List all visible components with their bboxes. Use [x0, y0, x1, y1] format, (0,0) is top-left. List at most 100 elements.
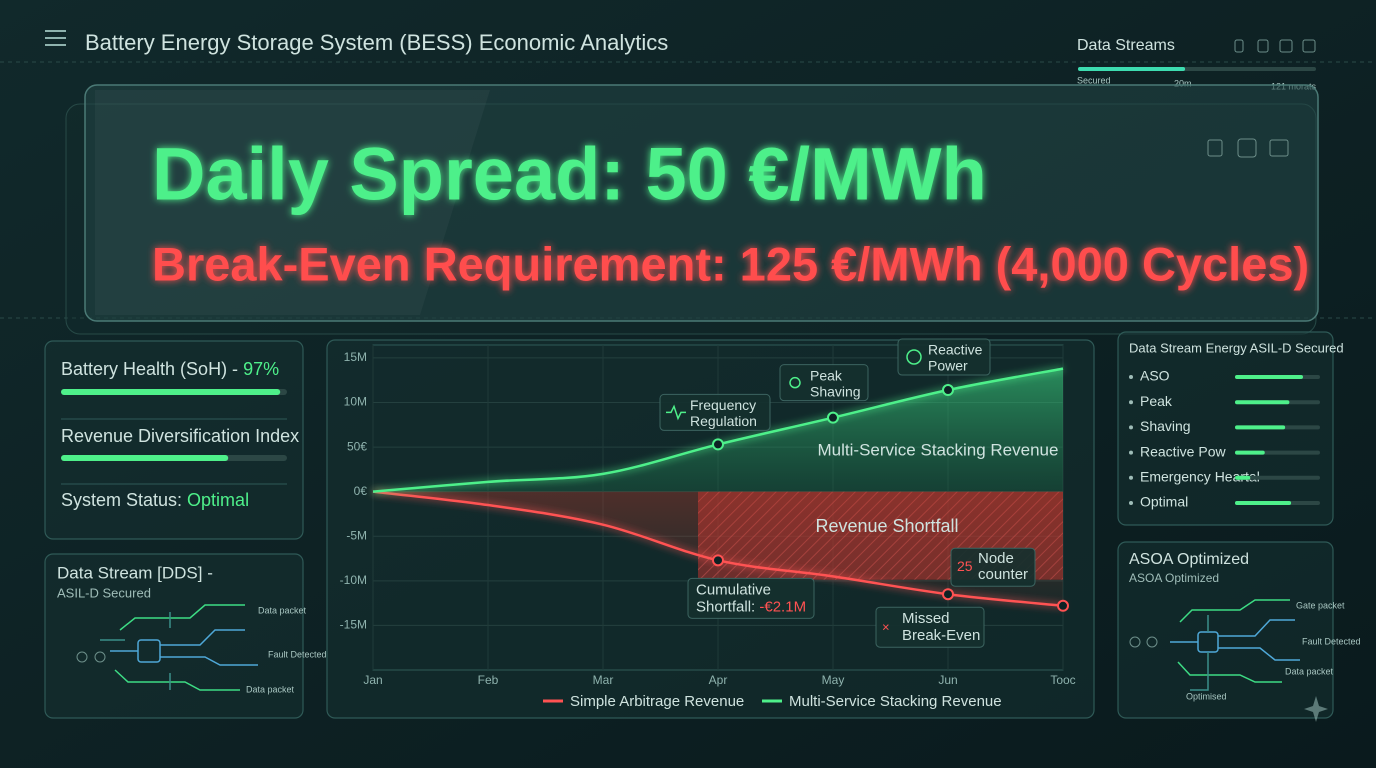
- panel-subtitle: ASIL-D Secured: [57, 585, 151, 600]
- status-label: System Status: Optimal: [61, 490, 249, 510]
- point-marker: [942, 384, 954, 397]
- progress-fill: [1078, 67, 1186, 71]
- icon: [1207, 139, 1223, 157]
- point-marker: [1057, 599, 1069, 612]
- bar-fill: [1235, 475, 1251, 480]
- point-marker: [827, 411, 839, 424]
- circuit: [1129, 599, 1300, 691]
- area-label: Multi-Service Stacking Revenue: [818, 440, 1059, 459]
- bullet: [1129, 475, 1133, 480]
- icon: [1234, 39, 1244, 53]
- widget-title: Data Streams: [1077, 37, 1175, 54]
- panel-subtitle: ASOA Optimized: [1129, 571, 1219, 585]
- annotation-text: Frequency: [690, 397, 756, 413]
- circuit-label: Optimised: [1186, 691, 1227, 701]
- x-tick-label: Jan: [363, 673, 382, 687]
- point-marker: [712, 554, 724, 567]
- item-label: Emergency Heartal: [1140, 469, 1260, 485]
- point-marker: [712, 438, 724, 451]
- annotation-text: Regulation: [690, 413, 757, 429]
- x-tick-label: Mar: [593, 673, 614, 687]
- status-value: 97%: [243, 359, 279, 379]
- bar-fill: [61, 389, 281, 395]
- annotation-text: Shortfall: -€2.1M: [696, 598, 806, 615]
- bullet: [1129, 450, 1133, 455]
- panel: [1117, 541, 1334, 719]
- x-tick-label: Tooc: [1050, 673, 1075, 687]
- icon: [789, 376, 801, 389]
- item-label: Shaving: [1140, 418, 1191, 434]
- bullet: [1129, 501, 1133, 505]
- missed-icon: ×: [882, 620, 890, 635]
- annotation-box: [950, 547, 1036, 587]
- series-area: [373, 368, 1063, 492]
- panel-title: ASOA Optimized: [1129, 551, 1249, 568]
- panel-title: Data Stream [DDS] -: [57, 563, 213, 582]
- banner: [84, 84, 1319, 322]
- circuit-label: Gate packet: [1296, 600, 1345, 610]
- item-label: Peak: [1140, 393, 1173, 409]
- icon: [906, 349, 922, 365]
- icon: [1302, 39, 1316, 53]
- y-tick-label: 0€: [354, 484, 368, 498]
- x-tick-label: Jun: [938, 673, 957, 687]
- bar-fill: [1235, 375, 1303, 379]
- page-title: Battery Energy Storage System (BESS) Eco…: [85, 30, 668, 55]
- annotation-box: [897, 338, 991, 376]
- icon: [1257, 39, 1269, 53]
- annotation-text: Power: [928, 358, 968, 374]
- item-label: ASO: [1140, 368, 1170, 384]
- circuit-label: Data packet: [246, 684, 295, 694]
- bar-fill: [1235, 425, 1286, 430]
- annotation-box: [659, 393, 771, 431]
- legend-label: Simple Arbitrage Revenue: [570, 693, 744, 710]
- annotation-box: [779, 364, 869, 402]
- annotation-text: Reactive: [928, 342, 983, 358]
- energy-panel: Data Stream Energy ASIL-D Secured ASO Pea…: [1117, 331, 1344, 526]
- daily-spread: Daily Spread: 50 €/MWh: [152, 133, 987, 216]
- y-tick-label: 50€: [347, 439, 367, 453]
- status-label: System Status:: [61, 490, 187, 510]
- circuit-label: Fault Detected: [268, 649, 327, 659]
- icon: [1269, 139, 1289, 157]
- circuit-label: Data packet: [1285, 666, 1334, 676]
- x-tick-label: Apr: [709, 673, 728, 687]
- bar-fill: [1235, 450, 1265, 455]
- shortfall-label: Revenue Shortfall: [815, 516, 958, 536]
- x-tick-label: Feb: [478, 673, 499, 687]
- annotation-text: Node: [978, 550, 1014, 567]
- y-tick-label: -5M: [346, 528, 367, 542]
- break-even: Break-Even Requirement: 125 €/MWh (4,000…: [152, 237, 1309, 290]
- line-chart: 15M 10M 50€ 0€ -5M -10M -15M Jan Feb Mar Apr May Jun…: [340, 338, 1076, 710]
- annotation-value: -€2.1M: [759, 598, 806, 615]
- icon: [666, 404, 686, 421]
- legend-label: Multi-Service Stacking Revenue: [789, 693, 1002, 710]
- node-count: 25: [957, 558, 973, 574]
- bar-fill: [1235, 400, 1290, 405]
- bar-track: [1235, 475, 1320, 480]
- bullet: [1129, 375, 1133, 379]
- widget-label: 20m: [1174, 78, 1192, 88]
- bar-fill: [1235, 501, 1292, 505]
- widget-label: Secured: [1077, 75, 1111, 85]
- y-tick-label: 10M: [344, 395, 367, 409]
- y-tick-label: -10M: [340, 573, 367, 587]
- icon: [1279, 39, 1293, 53]
- annotation-text: Break-Even: [902, 627, 980, 644]
- circuit-label: Fault Detected: [1302, 636, 1361, 646]
- status-label: Revenue Diversification Index: [61, 426, 299, 446]
- status-label: Battery Health (SoH) - 97%: [61, 359, 279, 379]
- circuit: [76, 604, 258, 691]
- panel-title: Data Stream Energy ASIL-D Secured: [1129, 340, 1344, 355]
- menu-icon[interactable]: [45, 30, 66, 46]
- annotation-text: Shortfall:: [696, 598, 759, 615]
- annotation-text: Cumulative: [696, 581, 771, 598]
- annotation-box: [687, 577, 815, 619]
- annotation-text: Shaving: [810, 383, 861, 399]
- annotation-box: [875, 606, 985, 648]
- annotation-text: Missed: [902, 610, 950, 627]
- y-tick-label: 15M: [344, 350, 367, 364]
- item-label: Reactive Pow: [1140, 443, 1226, 459]
- bar-fill: [61, 455, 229, 461]
